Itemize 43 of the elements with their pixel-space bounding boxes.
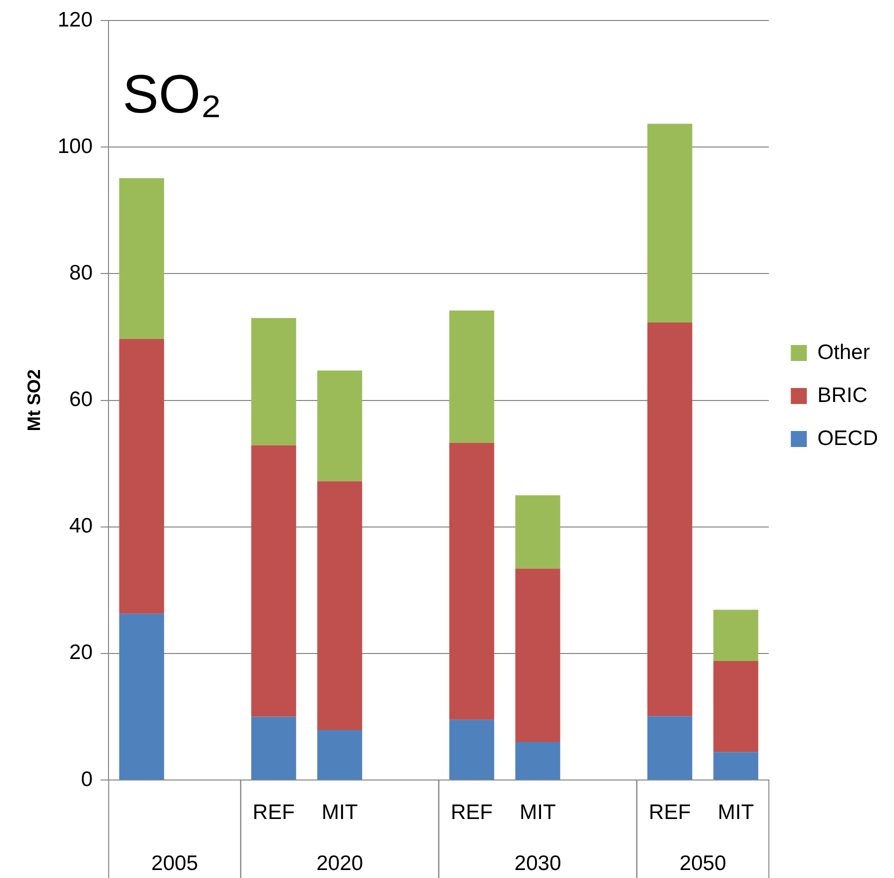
x-tick-label: REF (450, 800, 493, 824)
y-tick-label: 100 (58, 134, 93, 158)
text: 2030 (514, 852, 562, 875)
x-tick-label: MIT (520, 800, 556, 824)
legend-label: BRIC (817, 384, 868, 407)
bar (317, 730, 362, 780)
bar (713, 752, 758, 780)
bar (317, 481, 362, 730)
bar (515, 495, 560, 569)
text: 2050 (679, 852, 726, 875)
y-tick-label: 60 (69, 388, 93, 412)
bar (515, 742, 560, 780)
x-tick-label: REF (648, 800, 691, 824)
bar (317, 370, 362, 482)
x-tick-label: REF (252, 800, 295, 824)
bar (119, 614, 164, 780)
bar (251, 716, 296, 780)
legend-label: OECD (817, 426, 878, 450)
y-tick-label: 80 (69, 262, 93, 285)
y-tick-label: 40 (69, 514, 93, 538)
text: 2020 (316, 852, 364, 875)
bar (713, 661, 758, 752)
bar (515, 568, 560, 742)
x-tick-label: MIT (718, 800, 754, 824)
y-tick-label: 120 (58, 8, 93, 32)
legend-label: Other (817, 340, 870, 364)
bar (251, 318, 296, 446)
bar (713, 610, 758, 662)
text: 2005 (151, 852, 198, 875)
bar (647, 716, 692, 780)
x-tick-label: MIT (322, 800, 358, 824)
text: SO₂ (122, 64, 222, 125)
bar (647, 124, 692, 322)
y-tick-label: 20 (69, 641, 93, 664)
y-tick-label: 0 (80, 768, 93, 791)
y-axis-title: Mt SO2 (24, 369, 44, 432)
bar (449, 720, 494, 780)
bar (449, 310, 494, 443)
bar (251, 445, 296, 717)
bar (449, 442, 494, 720)
bar (119, 178, 164, 339)
bar (119, 338, 164, 614)
bar (647, 322, 692, 716)
